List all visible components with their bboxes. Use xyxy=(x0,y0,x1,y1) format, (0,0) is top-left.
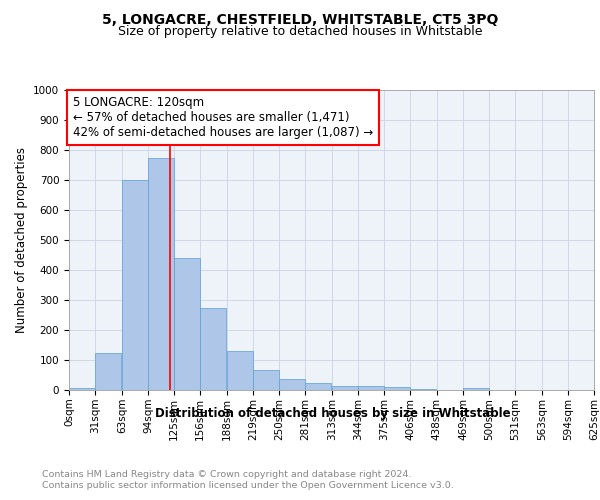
Bar xyxy=(253,370,279,390)
Text: 5, LONGACRE, CHESTFIELD, WHITSTABLE, CT5 3PQ: 5, LONGACRE, CHESTFIELD, WHITSTABLE, CT5… xyxy=(102,12,498,26)
Bar xyxy=(332,386,358,390)
Bar xyxy=(227,351,253,390)
Text: Contains HM Land Registry data © Crown copyright and database right 2024.: Contains HM Land Registry data © Crown c… xyxy=(42,470,412,479)
Bar xyxy=(148,158,174,390)
Text: 5 LONGACRE: 120sqm
← 57% of detached houses are smaller (1,471)
42% of semi-deta: 5 LONGACRE: 120sqm ← 57% of detached hou… xyxy=(73,96,373,139)
Text: Distribution of detached houses by size in Whitstable: Distribution of detached houses by size … xyxy=(155,408,511,420)
Bar xyxy=(463,388,489,390)
Bar xyxy=(122,180,148,390)
Y-axis label: Number of detached properties: Number of detached properties xyxy=(14,147,28,333)
Bar xyxy=(279,378,305,390)
Bar xyxy=(358,386,384,390)
Bar xyxy=(305,382,331,390)
Bar xyxy=(384,387,410,390)
Text: Size of property relative to detached houses in Whitstable: Size of property relative to detached ho… xyxy=(118,25,482,38)
Bar xyxy=(200,308,226,390)
Bar xyxy=(410,388,436,390)
Bar xyxy=(174,258,200,390)
Text: Contains public sector information licensed under the Open Government Licence v3: Contains public sector information licen… xyxy=(42,481,454,490)
Bar xyxy=(69,388,95,390)
Bar xyxy=(95,352,121,390)
